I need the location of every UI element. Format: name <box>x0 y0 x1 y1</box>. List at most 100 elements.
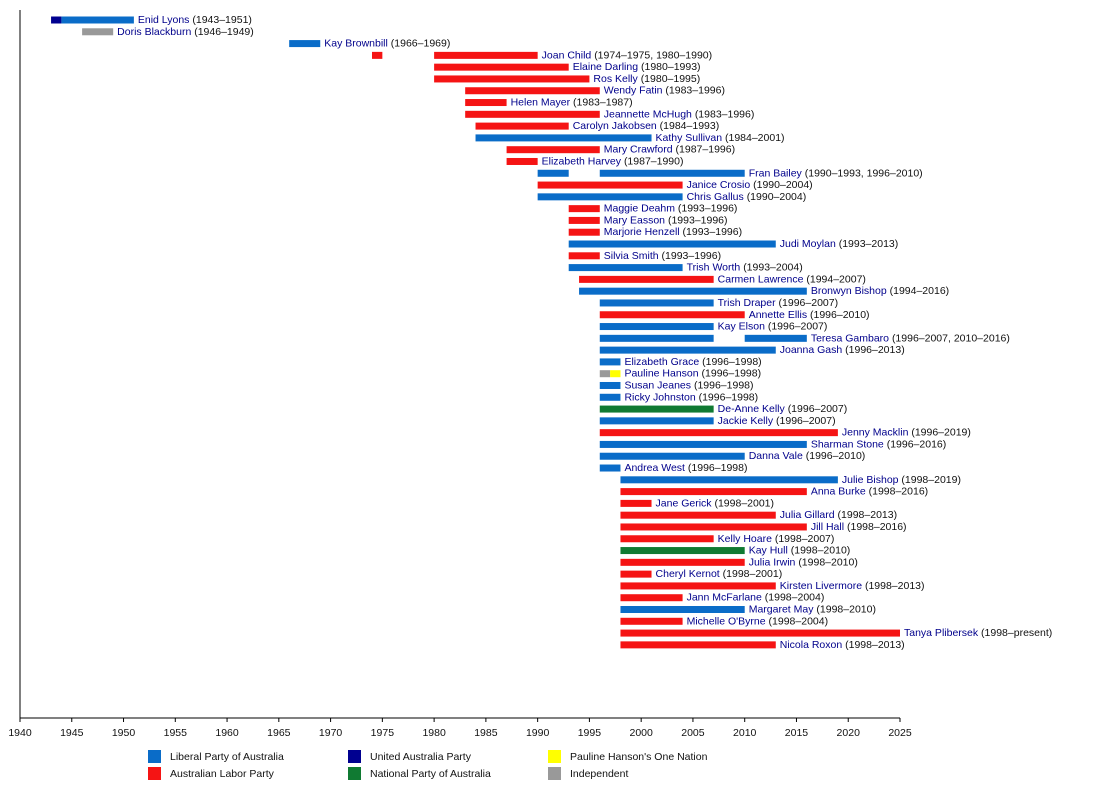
member-years: (1993–1996) <box>668 214 728 226</box>
member-name: Jenny Macklin <box>842 426 909 438</box>
term-bar <box>434 63 569 71</box>
term-bar <box>620 582 776 590</box>
x-tick-label: 1950 <box>112 727 136 739</box>
term-bar <box>620 558 745 566</box>
member-name: Chris Gallus <box>687 191 744 203</box>
x-tick-label: 1980 <box>422 727 446 739</box>
member-label: Sharman Stone (1996–2016) <box>811 438 946 450</box>
member-label: Michelle O'Byrne (1998–2004) <box>687 615 829 627</box>
term-bar <box>475 122 569 130</box>
x-tick-label: 2005 <box>681 727 705 739</box>
member-name: Ros Kelly <box>593 73 638 85</box>
member-label: Julia Gillard (1998–2013) <box>780 509 897 521</box>
member-years: (1980–1995) <box>641 73 701 85</box>
member-years: (1998–2010) <box>816 603 876 615</box>
member-years: (1980–1993) <box>641 61 701 73</box>
term-bar <box>568 252 600 260</box>
member-years: (1996–2016) <box>887 438 947 450</box>
member-years: (1996–1998) <box>702 356 762 368</box>
member-label: Janice Crosio (1990–2004) <box>687 179 813 191</box>
member-years: (1996–1998) <box>688 462 748 474</box>
member-label: Carolyn Jakobsen (1984–1993) <box>573 120 720 132</box>
member-years: (1998–2013) <box>838 509 898 521</box>
term-bar <box>599 464 621 472</box>
x-tick-label: 2010 <box>733 727 757 739</box>
member-years: (1990–1993, 1996–2010) <box>805 167 923 179</box>
member-years: (1993–1996) <box>683 226 743 238</box>
member-label: Julie Bishop (1998–2019) <box>842 474 961 486</box>
member-name: Ricky Johnston <box>624 391 695 403</box>
member-years: (1996–1998) <box>694 379 754 391</box>
term-bar <box>620 547 745 555</box>
x-tick-label: 2015 <box>785 727 809 739</box>
member-label: Doris Blackburn (1946–1949) <box>117 26 254 38</box>
member-years: (1998–2001) <box>714 497 774 509</box>
member-name: Joanna Gash <box>780 344 843 356</box>
term-bar <box>620 499 652 507</box>
member-label: Kay Hull (1998–2010) <box>749 544 851 556</box>
member-label: De-Anne Kelly (1996–2007) <box>718 403 848 415</box>
member-years: (1996–2019) <box>911 426 971 438</box>
member-name: Marjorie Henzell <box>604 226 680 238</box>
member-name: Joan Child <box>542 49 592 61</box>
member-name: Margaret May <box>749 603 815 615</box>
member-label: Silvia Smith (1993–1996) <box>604 250 721 262</box>
member-years: (1987–1996) <box>676 143 736 155</box>
term-bar <box>475 134 652 142</box>
member-name: Annette Ellis <box>749 309 807 321</box>
member-label: Tanya Plibersek (1998–present) <box>904 627 1052 639</box>
member-label: Anna Burke (1998–2016) <box>811 485 928 497</box>
member-name: Elizabeth Grace <box>624 356 699 368</box>
member-years: (1998–2004) <box>765 591 825 603</box>
member-name: Trish Worth <box>687 261 741 273</box>
member-years: (1998–2016) <box>847 521 907 533</box>
member-label: Kirsten Livermore (1998–2013) <box>780 580 925 592</box>
legend-swatch <box>148 750 161 763</box>
member-label: Susan Jeanes (1996–1998) <box>624 379 753 391</box>
member-years: (1998–2007) <box>775 533 835 545</box>
member-label: Elizabeth Grace (1996–1998) <box>624 356 761 368</box>
member-name: Trish Draper <box>718 297 776 309</box>
member-name: Kathy Sullivan <box>656 132 723 144</box>
member-years: (1996–2007) <box>776 415 836 427</box>
term-bar <box>620 523 807 531</box>
member-label: Jane Gerick (1998–2001) <box>656 497 775 509</box>
member-name: Judi Moylan <box>780 238 836 250</box>
member-years: (1998–2019) <box>901 474 961 486</box>
member-label: Jill Hall (1998–2016) <box>811 521 907 533</box>
term-bar <box>579 275 714 283</box>
member-years: (1994–2007) <box>806 273 866 285</box>
member-name: Nicola Roxon <box>780 639 843 651</box>
member-years: (1996–2013) <box>845 344 905 356</box>
member-years: (1994–2016) <box>890 285 950 297</box>
member-years: (1993–2004) <box>743 261 803 273</box>
term-bar <box>599 334 714 342</box>
member-name: Mary Easson <box>604 214 665 226</box>
term-bar <box>599 429 838 437</box>
member-years: (1996–2007) <box>768 320 828 332</box>
term-bar <box>599 440 807 448</box>
member-label: Kelly Hoare (1998–2007) <box>718 533 835 545</box>
term-bar <box>568 264 683 272</box>
term-bar <box>61 16 134 24</box>
term-bar <box>82 28 114 36</box>
x-tick-label: 1975 <box>371 727 395 739</box>
member-name: Teresa Gambaro <box>811 332 889 344</box>
member-label: Teresa Gambaro (1996–2007, 2010–2016) <box>811 332 1010 344</box>
term-bar <box>568 240 776 248</box>
member-name: Jill Hall <box>811 521 844 533</box>
member-name: Anna Burke <box>811 485 866 497</box>
member-name: Jeannette McHugh <box>604 108 692 120</box>
term-bar <box>620 617 683 625</box>
member-years: (1946–1949) <box>194 26 254 38</box>
member-name: Jackie Kelly <box>718 415 774 427</box>
x-tick-label: 1995 <box>578 727 602 739</box>
member-years: (1974–1975, 1980–1990) <box>594 49 712 61</box>
member-name: Carmen Lawrence <box>718 273 804 285</box>
member-name: De-Anne Kelly <box>718 403 786 415</box>
member-label: Wendy Fatin (1983–1996) <box>604 85 725 97</box>
member-years: (1996–2007) <box>788 403 848 415</box>
member-name: Andrea West <box>624 462 685 474</box>
member-label: Jenny Macklin (1996–2019) <box>842 426 971 438</box>
member-label: Bronwyn Bishop (1994–2016) <box>811 285 949 297</box>
